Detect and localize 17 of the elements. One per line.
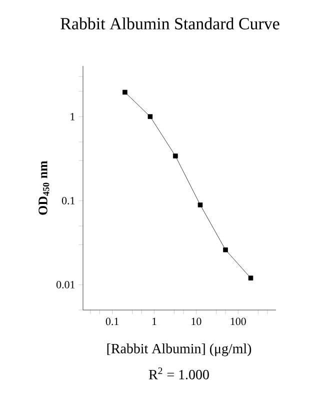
y-tick-label: 0.1 (62, 196, 75, 204)
point (148, 114, 153, 119)
point (122, 90, 128, 95)
y-axis-title: OD$_{450}$ nm (38, 160, 50, 215)
y-tick-label: 0.01 (56, 280, 75, 288)
point (223, 247, 228, 252)
x-tick-label: 1 (152, 318, 156, 325)
y-tick-label: 1 (70, 112, 75, 120)
point (173, 154, 178, 158)
x-axis-title: [Rabbit Albumin] (μg/ml) (107, 344, 252, 356)
point (248, 276, 254, 280)
text: R$^{2}$ = 1.000 (148, 368, 209, 380)
x-tick-label: 0.1 (106, 318, 118, 326)
x-tick-label: 10 (192, 318, 202, 326)
x-tick-label: 100 (230, 318, 246, 326)
chart-title: Rabbit Albumin Standard Curve (60, 18, 280, 30)
point (198, 202, 203, 208)
